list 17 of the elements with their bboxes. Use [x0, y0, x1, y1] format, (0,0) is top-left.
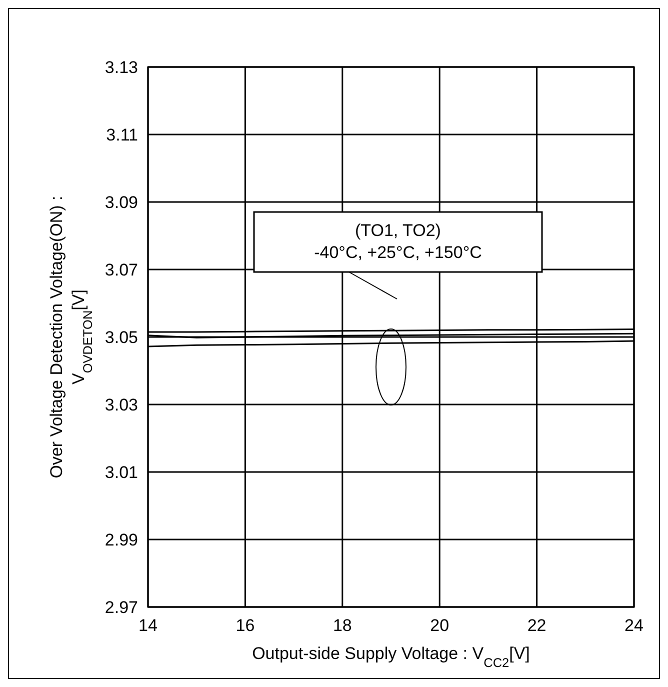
y-tick-label: 3.07	[104, 260, 138, 280]
x-tick-label: 20	[430, 616, 450, 635]
x-axis-title: Output-side Supply Voltage : V$_{CC2}$[V]	[252, 644, 530, 670]
y-tick-label: 3.11	[106, 126, 138, 144]
x-tick-label: 24	[624, 616, 644, 635]
y-tick-label: 3.09	[104, 193, 138, 212]
y-tick-label: 3.13	[104, 58, 138, 77]
x-tick-label: 16	[236, 616, 255, 635]
y-tick-label: 3.01	[104, 463, 138, 482]
y-tick-label: 2.99	[104, 530, 138, 550]
y-tick-label: 2.97	[104, 598, 138, 617]
y-tick-label: 3.03	[104, 396, 138, 414]
x-tick-label: 14	[138, 616, 158, 635]
annotation: (TO1, TO2) -40°C, +25°C, +150°C	[314, 221, 482, 262]
x-tick-label: 18	[332, 616, 352, 635]
y-tick-label: 3.05	[104, 328, 138, 347]
x-tick-label: 22	[527, 616, 546, 635]
